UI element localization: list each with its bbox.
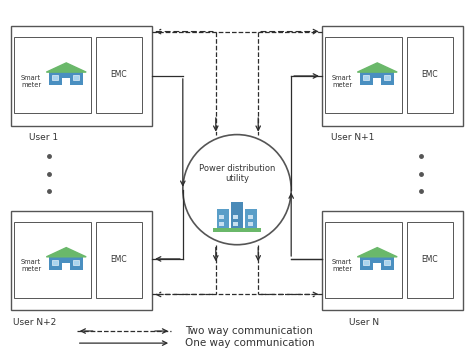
Text: User N: User N: [349, 318, 379, 326]
FancyBboxPatch shape: [63, 78, 70, 85]
Text: EMC: EMC: [422, 71, 438, 79]
Ellipse shape: [183, 135, 291, 245]
FancyBboxPatch shape: [407, 222, 453, 297]
Text: EMC: EMC: [110, 255, 128, 264]
Text: User N+1: User N+1: [331, 133, 374, 142]
FancyBboxPatch shape: [11, 26, 152, 126]
Text: Two way communication: Two way communication: [185, 326, 313, 336]
Text: One way communication: One way communication: [185, 338, 315, 348]
Polygon shape: [357, 63, 397, 72]
FancyBboxPatch shape: [49, 257, 83, 270]
FancyBboxPatch shape: [52, 76, 58, 80]
FancyBboxPatch shape: [11, 211, 152, 310]
FancyBboxPatch shape: [73, 260, 79, 265]
FancyBboxPatch shape: [407, 37, 453, 113]
FancyBboxPatch shape: [234, 214, 238, 219]
FancyBboxPatch shape: [246, 209, 257, 229]
FancyBboxPatch shape: [247, 214, 253, 219]
FancyBboxPatch shape: [325, 37, 401, 113]
FancyBboxPatch shape: [49, 72, 83, 85]
Text: Smart
meter: Smart meter: [21, 259, 41, 272]
Polygon shape: [46, 248, 86, 257]
Text: User 1: User 1: [29, 133, 58, 142]
Polygon shape: [357, 248, 397, 257]
FancyBboxPatch shape: [363, 260, 369, 265]
FancyBboxPatch shape: [384, 76, 390, 80]
FancyBboxPatch shape: [374, 78, 381, 85]
FancyBboxPatch shape: [219, 214, 224, 219]
Text: EMC: EMC: [110, 71, 128, 79]
FancyBboxPatch shape: [96, 37, 142, 113]
FancyBboxPatch shape: [322, 26, 463, 126]
FancyBboxPatch shape: [322, 211, 463, 310]
FancyBboxPatch shape: [325, 222, 401, 297]
FancyBboxPatch shape: [360, 72, 394, 85]
Text: User N+2: User N+2: [13, 318, 56, 326]
FancyBboxPatch shape: [63, 262, 70, 270]
FancyBboxPatch shape: [14, 222, 91, 297]
Text: Smart
meter: Smart meter: [332, 74, 352, 88]
FancyBboxPatch shape: [213, 228, 261, 232]
FancyBboxPatch shape: [234, 222, 238, 226]
FancyBboxPatch shape: [73, 76, 79, 80]
FancyBboxPatch shape: [219, 222, 224, 226]
FancyBboxPatch shape: [360, 257, 394, 270]
FancyBboxPatch shape: [374, 262, 381, 270]
Text: EMC: EMC: [422, 255, 438, 264]
FancyBboxPatch shape: [52, 260, 58, 265]
FancyBboxPatch shape: [217, 209, 228, 229]
FancyBboxPatch shape: [231, 202, 243, 229]
FancyBboxPatch shape: [247, 222, 253, 226]
Polygon shape: [46, 63, 86, 72]
Text: Smart
meter: Smart meter: [21, 74, 41, 88]
Text: Power distribution
utility: Power distribution utility: [199, 164, 275, 183]
Text: Smart
meter: Smart meter: [332, 259, 352, 272]
FancyBboxPatch shape: [363, 76, 369, 80]
FancyBboxPatch shape: [384, 260, 390, 265]
FancyBboxPatch shape: [14, 37, 91, 113]
FancyBboxPatch shape: [96, 222, 142, 297]
